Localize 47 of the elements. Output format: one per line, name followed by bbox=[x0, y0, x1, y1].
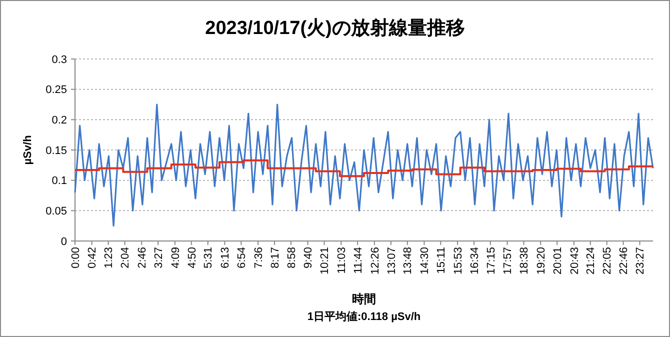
x-tick-label: 8:58 bbox=[286, 247, 298, 268]
x-tick-label: 8:17 bbox=[269, 247, 282, 268]
line-series bbox=[74, 104, 654, 227]
x-tick-label: 9:40 bbox=[302, 247, 315, 268]
x-tick-label: 1:23 bbox=[103, 247, 116, 268]
x-tick-label: 4:50 bbox=[186, 247, 198, 268]
x-tick-label: 14:30 bbox=[419, 247, 432, 275]
x-tick-label: 13:48 bbox=[402, 247, 414, 275]
x-tick-label: 21:24 bbox=[585, 247, 598, 275]
y-tick-label: 0.25 bbox=[46, 84, 67, 96]
x-tick-label: 23:27 bbox=[634, 247, 647, 275]
x-tick-label: 15:11 bbox=[436, 247, 448, 274]
x-tick-label: 0:42 bbox=[86, 247, 99, 268]
x-tick-label: 18:38 bbox=[518, 247, 531, 275]
x-tick-label: 19:20 bbox=[535, 247, 548, 275]
x-tick-label: 11:03 bbox=[336, 247, 348, 274]
x-tick-label: 6:13 bbox=[220, 247, 232, 268]
x-tick-label: 3:27 bbox=[152, 247, 165, 268]
x-tick-label: 15:53 bbox=[452, 247, 464, 275]
text: 1日平均値:0.118 µSv/h bbox=[307, 310, 421, 323]
y-tick-label: 0.3 bbox=[52, 54, 67, 66]
y-tick-label: 0.05 bbox=[46, 206, 67, 218]
y-tick-label: 0.15 bbox=[46, 144, 67, 157]
y-tick-label: 0.1 bbox=[52, 175, 67, 188]
x-tick-label: 0:00 bbox=[70, 247, 82, 268]
x-tick-label: 22:05 bbox=[602, 247, 614, 275]
x-tick-label: 5:31 bbox=[202, 247, 215, 268]
y-tick-label: 0.2 bbox=[52, 114, 67, 127]
x-tick-label: 12:26 bbox=[369, 247, 382, 275]
x-tick-label: 11:44 bbox=[352, 247, 364, 274]
chart-title: 2023/10/17(火)の放射線量推移 bbox=[205, 17, 465, 39]
x-tick-label: 17:15 bbox=[485, 247, 498, 275]
x-tick-label: 22:46 bbox=[618, 247, 630, 275]
x-tick-label: 20:43 bbox=[568, 247, 581, 275]
x-tick-label: 17:57 bbox=[502, 247, 514, 275]
y-tick-label: 0 bbox=[60, 236, 67, 248]
x-tick-label: 20:01 bbox=[552, 247, 564, 275]
x-tick-label: 10:21 bbox=[319, 247, 332, 275]
x-tick-label: 4:09 bbox=[170, 247, 182, 268]
x-tick-label: 7:36 bbox=[252, 247, 265, 268]
x-tick-label: 2:46 bbox=[136, 247, 148, 268]
x-tick-label: 6:54 bbox=[236, 247, 248, 268]
y-axis-title: µSv/h bbox=[22, 134, 34, 165]
x-axis-title: 時間 bbox=[352, 292, 376, 306]
x-tick-label: 16:34 bbox=[468, 247, 481, 275]
x-tick-label: 2:04 bbox=[120, 247, 132, 268]
x-tick-label: 13:07 bbox=[386, 247, 398, 275]
